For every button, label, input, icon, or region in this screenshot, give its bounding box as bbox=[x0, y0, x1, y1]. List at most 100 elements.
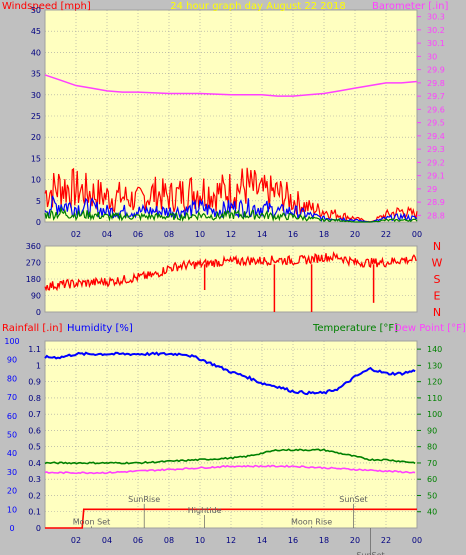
direction-tick-label: 270 bbox=[26, 259, 41, 268]
wind-tick-label: 45 bbox=[31, 27, 41, 36]
barometer-tick-label: 29.1 bbox=[427, 172, 445, 181]
direction-line bbox=[44, 250, 417, 292]
rainfall-axis-label: Rainfall [.in] bbox=[2, 323, 63, 334]
dewpoint-axis-label: Dew Point [°F] bbox=[394, 323, 466, 334]
temp-tick-label: 50 bbox=[427, 491, 437, 500]
x-tick-label: 12 bbox=[226, 230, 236, 239]
x-tick-label: 02 bbox=[71, 536, 81, 545]
compass-letter: N bbox=[433, 306, 441, 319]
rain-tick-label: 90 bbox=[7, 356, 17, 365]
chart-title: 24 hour graph day August 22 2018 bbox=[170, 1, 346, 12]
temp-tick-label: 60 bbox=[427, 475, 437, 484]
barometer-tick-label: 29.2 bbox=[427, 158, 445, 167]
x-tick-label: 06 bbox=[133, 230, 143, 239]
temp-tick-label: 100 bbox=[427, 410, 442, 419]
x-tick-label: 00 bbox=[412, 230, 422, 239]
annotation-label: SunSet bbox=[339, 495, 367, 504]
compass-letter: S bbox=[434, 273, 441, 286]
wind-tick-label: 40 bbox=[31, 48, 41, 57]
humidity-tick-label: 0.7 bbox=[28, 410, 41, 419]
humidity-tick-label: 1 bbox=[36, 361, 41, 370]
annotation-label: Moon Set bbox=[73, 517, 110, 526]
compass-letter: E bbox=[434, 290, 441, 303]
x-tick-label: 10 bbox=[195, 536, 205, 545]
x-tick-label: 22 bbox=[381, 536, 391, 545]
wind-tick-label: 10 bbox=[31, 176, 41, 185]
humidity-tick-label: 0.2 bbox=[28, 491, 41, 500]
temp-tick-label: 80 bbox=[427, 443, 437, 452]
wind-tick-label: 50 bbox=[31, 6, 41, 15]
barometer-tick-label: 29.7 bbox=[427, 92, 445, 101]
x-tick-label: 14 bbox=[257, 230, 267, 239]
rain-tick-label: 10 bbox=[7, 505, 17, 514]
humidity-tick-label: 1.1 bbox=[28, 345, 41, 354]
barometer-tick-label: 30.3 bbox=[427, 13, 445, 22]
x-tick-label: 18 bbox=[319, 230, 329, 239]
direction-tick-label: 180 bbox=[26, 275, 41, 284]
direction-tick-label: 90 bbox=[31, 292, 41, 301]
wind-tick-label: 5 bbox=[36, 197, 41, 206]
x-tick-label: 04 bbox=[102, 230, 112, 239]
x-tick-label: 22 bbox=[381, 230, 391, 239]
barometer-tick-label: 30.2 bbox=[427, 26, 445, 35]
wind-axis-label: Windspeed [mph] bbox=[2, 1, 91, 12]
temp-tick-label: 110 bbox=[427, 394, 442, 403]
annotation-label: SunSet bbox=[356, 551, 384, 555]
humidity-tick-label: 0.9 bbox=[28, 378, 41, 387]
humidity-tick-label: 0.6 bbox=[28, 426, 41, 435]
x-tick-label: 08 bbox=[164, 230, 174, 239]
barometer-tick-label: 30 bbox=[427, 52, 437, 61]
humidity-tick-label: 0.1 bbox=[28, 508, 41, 517]
annotation-label: Moon Rise bbox=[291, 517, 332, 526]
rain-tick-label: 20 bbox=[7, 487, 17, 496]
rain-tick-label: 40 bbox=[7, 449, 17, 458]
barometer-tick-label: 29.9 bbox=[427, 66, 445, 75]
temp-tick-label: 120 bbox=[427, 378, 442, 387]
temp-tick-label: 40 bbox=[427, 508, 437, 517]
temp-tick-label: 140 bbox=[427, 345, 442, 354]
barometer-tick-label: 29.3 bbox=[427, 145, 445, 154]
barometer-tick-label: 30.1 bbox=[427, 39, 445, 48]
barometer-tick-label: 29.6 bbox=[427, 105, 445, 114]
wind-tick-label: 25 bbox=[31, 112, 41, 121]
humidity-line bbox=[44, 351, 416, 396]
barometer-axis-label: Barometer [.in] bbox=[372, 1, 448, 12]
humidity-axis-label: Humidity [%] bbox=[67, 323, 133, 334]
wind-tick-label: 15 bbox=[31, 154, 41, 163]
barometer-line bbox=[44, 74, 418, 97]
barometer-tick-label: 28.8 bbox=[427, 211, 445, 220]
barometer-tick-label: 29 bbox=[427, 185, 437, 194]
rain-tick-label: 80 bbox=[7, 374, 17, 383]
annotation-label: Hightide bbox=[188, 506, 222, 515]
x-tick-label: 08 bbox=[164, 536, 174, 545]
annotation-label: SunRise bbox=[128, 495, 160, 504]
rain-tick-label: 30 bbox=[7, 468, 17, 477]
dewpoint-line bbox=[44, 464, 416, 475]
wind-tick-label: 0 bbox=[36, 218, 41, 227]
x-tick-label: 06 bbox=[133, 536, 143, 545]
direction-tick-label: 0 bbox=[36, 308, 41, 317]
rain-tick-label: 70 bbox=[7, 393, 17, 402]
rain-tick-label: 100 bbox=[4, 337, 19, 346]
x-tick-label: 16 bbox=[288, 230, 298, 239]
rain-tick-label: 60 bbox=[7, 412, 17, 421]
barometer-tick-label: 29.5 bbox=[427, 119, 445, 128]
x-tick-label: 02 bbox=[71, 230, 81, 239]
x-tick-label: 16 bbox=[288, 536, 298, 545]
barometer-tick-label: 29.8 bbox=[427, 79, 445, 88]
wind_avg-line bbox=[44, 195, 418, 223]
barometer-tick-label: 29.4 bbox=[427, 132, 445, 141]
wind_low-line bbox=[44, 206, 418, 223]
x-tick-label: 12 bbox=[226, 536, 236, 545]
x-tick-label: 10 bbox=[195, 230, 205, 239]
direction-tick-label: 360 bbox=[26, 242, 41, 251]
wind-tick-label: 20 bbox=[31, 133, 41, 142]
temperature-axis-label: Temperature [°F] bbox=[312, 323, 398, 334]
temp-tick-label: 90 bbox=[427, 426, 437, 435]
humidity-tick-label: 0.3 bbox=[28, 475, 41, 484]
humidity-tick-label: 0.4 bbox=[28, 459, 41, 468]
x-tick-label: 04 bbox=[102, 536, 112, 545]
wind-tick-label: 30 bbox=[31, 91, 41, 100]
x-tick-label: 20 bbox=[350, 230, 360, 239]
